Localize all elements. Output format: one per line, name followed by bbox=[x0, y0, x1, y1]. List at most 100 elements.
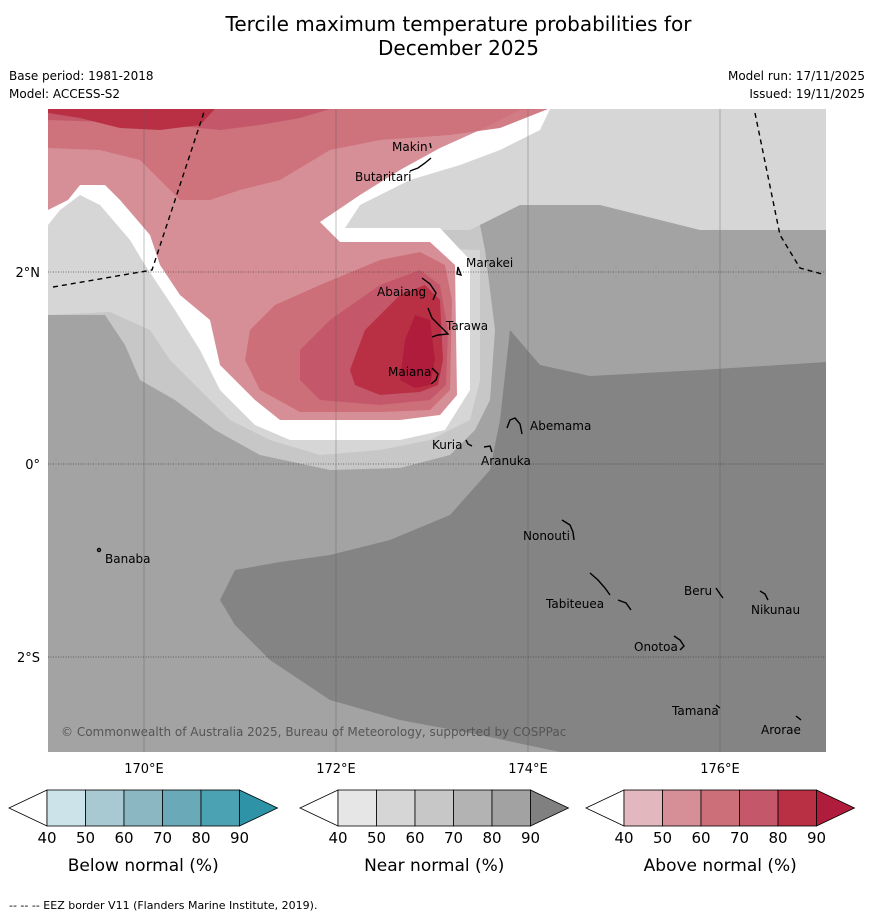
colorbar-above-tick-0: 40 bbox=[614, 829, 633, 847]
colorbar-below-over bbox=[239, 789, 279, 827]
label-maiana: Maiana bbox=[388, 365, 431, 379]
island-beru-shape bbox=[715, 587, 724, 599]
label-nikunau: Nikunau bbox=[751, 603, 800, 617]
island-kuria-shape bbox=[465, 439, 473, 447]
label-nonouti: Nonouti bbox=[523, 529, 570, 543]
eez-border-west bbox=[52, 109, 206, 288]
lon-labels: 170°E 172°E 174°E 176°E bbox=[124, 762, 740, 777]
colorbar-near-seg-0 bbox=[337, 789, 377, 827]
meta-left: Base period: 1981-2018 Model: ACCESS-S2 bbox=[9, 67, 154, 103]
colorbar-above-seg-0 bbox=[623, 789, 663, 827]
island-labels: Makin Butaritari Marakei Abaiang Tarawa … bbox=[105, 140, 801, 737]
colorbar-below-tick-0: 40 bbox=[37, 829, 56, 847]
map-area: Makin Butaritari Marakei Abaiang Tarawa … bbox=[48, 109, 826, 752]
label-arorae: Arorae bbox=[761, 723, 801, 737]
region-near-70-sw bbox=[48, 640, 330, 752]
colorbar-below: 40 50 60 70 80 90 Below normal (%) bbox=[8, 789, 279, 876]
colorbar-near: 40 50 60 70 80 90 Near normal (%) bbox=[299, 789, 570, 876]
label-banaba: Banaba bbox=[105, 552, 151, 566]
colorbar-below-tick-1: 50 bbox=[76, 829, 95, 847]
island-aranuka-shape bbox=[483, 445, 493, 453]
label-beru: Beru bbox=[684, 584, 712, 598]
island-abaiang-shape bbox=[421, 277, 437, 301]
colorbar-above-under bbox=[585, 789, 625, 827]
colorbar-near-seg-3 bbox=[453, 789, 493, 827]
label-tamana: Tamana bbox=[671, 704, 719, 718]
colorbar-above: 40 50 60 70 80 90 Above normal (%) bbox=[585, 789, 856, 876]
eez-border-east bbox=[754, 112, 823, 275]
meta-right: Model run: 17/11/2025 Issued: 19/11/2025 bbox=[728, 67, 865, 103]
region-above-90-center bbox=[400, 315, 435, 388]
colorbar-above-seg-3 bbox=[739, 789, 779, 827]
lat-labels: 2°N 0° 2°S bbox=[16, 266, 41, 666]
colorbar-near-tick-1: 50 bbox=[367, 829, 386, 847]
colorbar-near-seg-4 bbox=[491, 789, 531, 827]
lon-label-176: 176°E bbox=[700, 762, 740, 777]
colorbar-below-seg-1 bbox=[85, 789, 125, 827]
base-period: Base period: 1981-2018 bbox=[9, 69, 154, 83]
copyright-text: © Commonwealth of Australia 2025, Bureau… bbox=[61, 725, 566, 739]
title-line-2: December 2025 bbox=[378, 36, 539, 60]
lat-label-0: 0° bbox=[25, 458, 40, 473]
label-butaritari: Butaritari bbox=[355, 170, 412, 184]
lon-label-172: 172°E bbox=[316, 762, 356, 777]
colorbars: 40 50 60 70 80 90 Below normal (%) 40 50 60 70 80 90… bbox=[8, 789, 856, 876]
island-marakei-shape bbox=[456, 266, 463, 277]
colorbar-near-tick-5: 90 bbox=[521, 829, 540, 847]
colorbar-near-seg-1 bbox=[376, 789, 416, 827]
island-makin-shape bbox=[429, 142, 432, 149]
colorbar-above-tick-2: 60 bbox=[691, 829, 710, 847]
lat-gridlines bbox=[48, 271, 826, 658]
map-title: Tercile maximum temperature probabilitie… bbox=[0, 12, 873, 60]
island-onotoa-shape bbox=[673, 635, 685, 651]
colorbar-below-tick-5: 90 bbox=[230, 829, 249, 847]
model-run: Model run: 17/11/2025 bbox=[727, 69, 865, 83]
island-shapes bbox=[96, 142, 802, 721]
island-arorae-shape bbox=[795, 715, 802, 721]
lon-label-170: 170°E bbox=[124, 762, 164, 777]
colorbar-near-tick-4: 80 bbox=[482, 829, 501, 847]
colorbar-near-label: Near normal (%) bbox=[364, 856, 504, 876]
eez-borders bbox=[52, 109, 823, 288]
island-banaba-shape bbox=[96, 547, 102, 553]
eez-legend-footer: -- -- -- EEZ border V11 (Flanders Marine… bbox=[9, 899, 318, 912]
colorbar-above-tick-5: 90 bbox=[807, 829, 826, 847]
model-name: Model: ACCESS-S2 bbox=[9, 87, 121, 101]
label-aranuka: Aranuka bbox=[481, 454, 531, 468]
colorbar-above-label: Above normal (%) bbox=[644, 856, 797, 876]
colorbar-above-seg-2 bbox=[700, 789, 740, 827]
label-abemama: Abemama bbox=[530, 419, 591, 433]
colorbar-above-tick-4: 80 bbox=[768, 829, 787, 847]
colorbar-near-under bbox=[299, 789, 339, 827]
colorbar-below-seg-4 bbox=[200, 789, 240, 827]
lon-label-174: 174°E bbox=[508, 762, 548, 777]
colorbar-near-tick-0: 40 bbox=[328, 829, 347, 847]
colorbar-near-over bbox=[530, 789, 570, 827]
colorbar-below-seg-2 bbox=[123, 789, 163, 827]
label-abaiang: Abaiang bbox=[377, 285, 426, 299]
colorbar-above-tick-1: 50 bbox=[653, 829, 672, 847]
island-tamana-shape bbox=[715, 704, 721, 709]
colorbar-below-label: Below normal (%) bbox=[68, 856, 219, 876]
colorbar-above-tick-3: 70 bbox=[730, 829, 749, 847]
colorbar-below-seg-3 bbox=[162, 789, 202, 827]
colorbar-above-seg-1 bbox=[662, 789, 702, 827]
label-tarawa: Tarawa bbox=[445, 319, 488, 333]
label-marakei: Marakei bbox=[466, 256, 513, 270]
island-tabiteuea-shape bbox=[589, 572, 632, 611]
island-butaritari-shape bbox=[409, 157, 432, 172]
label-onotoa: Onotoa bbox=[634, 640, 678, 654]
colorbar-below-tick-4: 80 bbox=[191, 829, 210, 847]
island-nikunau-shape bbox=[759, 590, 769, 601]
label-makin: Makin bbox=[392, 140, 428, 154]
region-above-60-north bbox=[48, 109, 548, 200]
colorbar-below-under bbox=[8, 789, 48, 827]
island-maiana-shape bbox=[430, 367, 439, 385]
lat-label-2s: 2°S bbox=[17, 651, 40, 666]
colorbar-near-tick-2: 60 bbox=[405, 829, 424, 847]
lat-label-2n: 2°N bbox=[16, 266, 41, 281]
title-line-1: Tercile maximum temperature probabilitie… bbox=[225, 12, 692, 36]
colorbar-near-tick-3: 70 bbox=[444, 829, 463, 847]
island-nonouti-shape bbox=[561, 519, 575, 541]
region-above-80-north bbox=[48, 109, 215, 130]
